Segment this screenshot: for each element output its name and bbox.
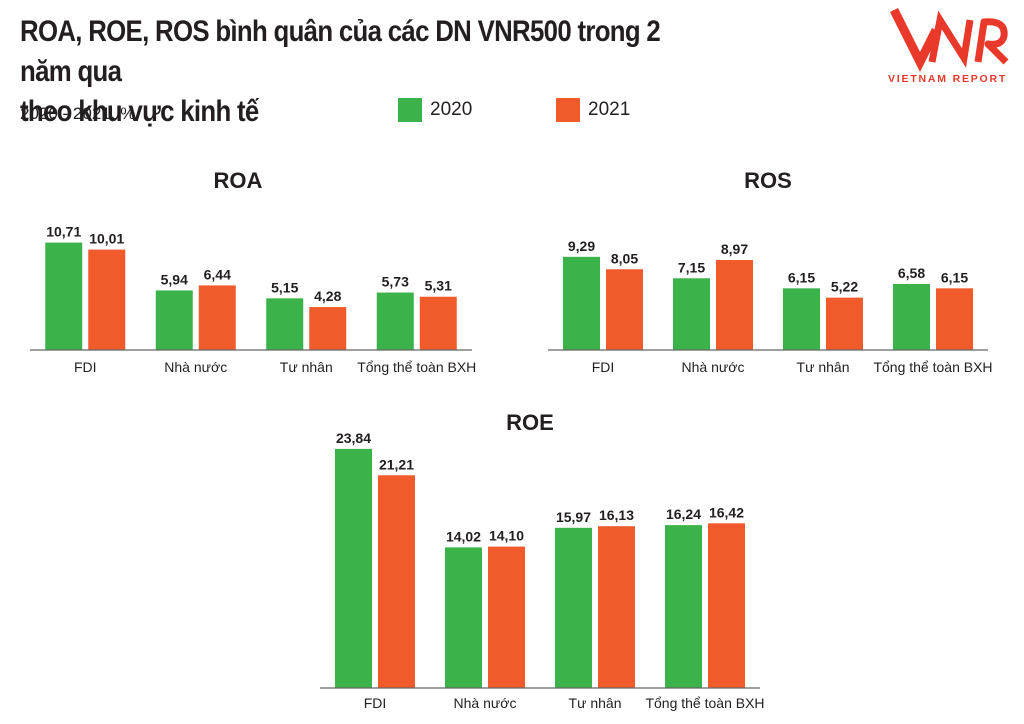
- vnr-logo: VIETNAM REPORT: [888, 7, 1009, 85]
- ros-value-label-2020-3: 6,58: [898, 265, 925, 281]
- roa-value-label-2020-1: 5,94: [161, 271, 188, 287]
- ros-value-label-2020-2: 6,15: [788, 269, 815, 285]
- roe-value-label-2021-2: 16,13: [599, 507, 634, 523]
- roe-chart: ROE 23,84 21,21 FDI 14,02 14,10 Nhà nước 15,97…: [320, 410, 765, 711]
- roe-value-label-2021-3: 16,42: [709, 504, 744, 520]
- roa-value-label-2021-2: 4,28: [314, 288, 341, 304]
- ros-bar-2020-3: [893, 284, 930, 350]
- roe-value-label-2020-2: 15,97: [556, 509, 591, 525]
- title-line-2: theo khu vực kinh tế: [20, 95, 259, 128]
- roa-chart: ROA 10,71 10,01 FDI 5,94 6,44 Nhà nước 5,15 4,2…: [30, 168, 476, 375]
- roe-bar-2020-3: [665, 525, 702, 688]
- roa-bar-2020-2: [266, 298, 304, 350]
- subtitle: 2020 - 2021, %: [20, 104, 136, 123]
- roa-value-label-2021-1: 6,44: [204, 266, 231, 282]
- ros-bar-2020-2: [783, 288, 820, 350]
- roe-value-label-2020-1: 14,02: [446, 528, 481, 544]
- roe-bars: 23,84 21,21 FDI 14,02 14,10 Nhà nước 15,97 16,1…: [335, 430, 765, 711]
- roa-value-label-2020-0: 10,71: [46, 224, 81, 240]
- ros-bar-2021-2: [826, 297, 863, 350]
- ros-value-label-2021-3: 6,15: [941, 269, 968, 285]
- roe-category-label-0: FDI: [364, 695, 387, 711]
- roa-bar-2021-1: [198, 285, 236, 350]
- roe-value-label-2020-0: 23,84: [336, 430, 371, 446]
- legend-item-2021: 2021: [556, 98, 630, 122]
- ros-bar-2020-1: [673, 278, 710, 350]
- roe-bar-2021-0: [378, 475, 415, 688]
- ros-bar-2021-3: [936, 288, 973, 350]
- ros-value-label-2021-1: 8,97: [721, 241, 748, 257]
- legend-item-2020: 2020: [398, 98, 472, 122]
- roe-value-label-2020-3: 16,24: [666, 506, 701, 522]
- ros-category-label-0: FDI: [592, 359, 615, 375]
- roe-value-label-2021-1: 14,10: [489, 528, 524, 544]
- vnr-logo-text: VIETNAM REPORT: [888, 73, 1007, 85]
- roa-chart-title: ROA: [214, 168, 263, 193]
- roe-category-label-2: Tư nhân: [569, 695, 622, 711]
- roa-bar-2021-3: [419, 296, 457, 350]
- roe-bar-2021-3: [708, 523, 745, 688]
- legend-swatch-2020: [398, 98, 422, 122]
- ros-value-label-2021-2: 5,22: [831, 279, 858, 295]
- legend-swatch-2021: [556, 98, 580, 122]
- legend-label-2020: 2020: [430, 99, 473, 120]
- roa-category-label-2: Tư nhân: [280, 359, 333, 375]
- roe-bar-2021-1: [488, 546, 525, 688]
- title-line-1: ROA, ROE, ROS bình quân của các DN VNR50…: [20, 15, 661, 88]
- ros-bars: 9,29 8,05 FDI 7,15 8,97 Nhà nước 6,15 5,22 Tư nh…: [563, 238, 993, 375]
- legend-label-2021: 2021: [588, 99, 631, 120]
- roe-category-label-3: Tổng thể toàn BXH: [645, 695, 764, 711]
- ros-category-label-2: Tư nhân: [797, 359, 850, 375]
- roe-bar-2020-2: [555, 527, 592, 688]
- roa-bar-2021-0: [88, 249, 126, 350]
- ros-chart-title: ROS: [744, 168, 792, 193]
- roa-bar-2020-1: [155, 290, 193, 350]
- roa-value-label-2021-0: 10,01: [89, 231, 124, 247]
- roa-category-label-1: Nhà nước: [164, 359, 227, 375]
- ros-chart: ROS 9,29 8,05 FDI 7,15 8,97 Nhà nước 6,15 5,22 T…: [548, 168, 993, 375]
- vnr-logo-mark: [889, 7, 1009, 73]
- roa-bar-2020-0: [45, 242, 83, 350]
- roa-category-label-0: FDI: [74, 359, 97, 375]
- roe-value-label-2021-0: 21,21: [379, 456, 414, 472]
- ros-value-label-2020-1: 7,15: [678, 259, 705, 275]
- roe-bar-2020-1: [445, 547, 482, 688]
- roe-bar-2021-2: [598, 526, 635, 688]
- roe-category-label-1: Nhà nước: [454, 695, 517, 711]
- roa-value-label-2020-3: 5,73: [382, 274, 409, 290]
- roa-category-label-3: Tổng thể toàn BXH: [357, 359, 476, 375]
- ros-category-label-1: Nhà nước: [682, 359, 745, 375]
- roa-value-label-2020-2: 5,15: [271, 279, 298, 295]
- page-title: ROA, ROE, ROS bình quân của các DN VNR50…: [20, 12, 708, 132]
- roe-bar-2020-0: [335, 448, 372, 688]
- ros-value-label-2020-0: 9,29: [568, 238, 595, 254]
- ros-bar-2021-0: [606, 269, 643, 350]
- ros-bar-2021-1: [716, 260, 753, 350]
- ros-category-label-3: Tổng thể toàn BXH: [873, 359, 992, 375]
- roa-bar-2021-2: [309, 307, 347, 350]
- roe-chart-title: ROE: [506, 410, 554, 435]
- ros-value-label-2021-0: 8,05: [611, 250, 638, 266]
- roa-bars: 10,71 10,01 FDI 5,94 6,44 Nhà nước 5,15 4,28 Tư …: [45, 224, 476, 375]
- ros-bar-2020-0: [563, 256, 600, 350]
- roa-value-label-2021-3: 5,31: [425, 278, 452, 294]
- roa-bar-2020-3: [376, 292, 414, 350]
